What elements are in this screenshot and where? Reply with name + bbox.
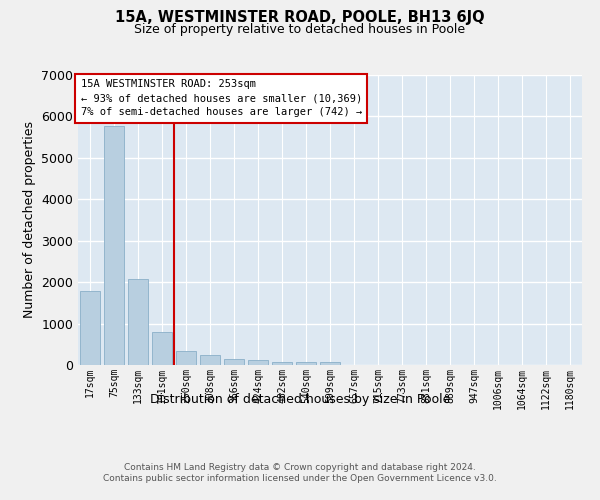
Bar <box>104 126 124 365</box>
Bar <box>80 292 100 365</box>
Bar <box>176 351 196 365</box>
Bar <box>200 356 220 365</box>
Text: Distribution of detached houses by size in Poole: Distribution of detached houses by size … <box>150 392 450 406</box>
Text: 15A, WESTMINSTER ROAD, POOLE, BH13 6JQ: 15A, WESTMINSTER ROAD, POOLE, BH13 6JQ <box>115 10 485 25</box>
Bar <box>320 362 340 365</box>
Text: Contains HM Land Registry data © Crown copyright and database right 2024.: Contains HM Land Registry data © Crown c… <box>124 462 476 471</box>
Bar <box>224 359 244 365</box>
Bar <box>128 279 148 365</box>
Y-axis label: Number of detached properties: Number of detached properties <box>23 122 35 318</box>
Text: 15A WESTMINSTER ROAD: 253sqm
← 93% of detached houses are smaller (10,369)
7% of: 15A WESTMINSTER ROAD: 253sqm ← 93% of de… <box>80 80 362 118</box>
Bar <box>152 332 172 365</box>
Bar <box>272 362 292 365</box>
Bar <box>296 362 316 365</box>
Text: Contains public sector information licensed under the Open Government Licence v3: Contains public sector information licen… <box>103 474 497 483</box>
Bar <box>248 360 268 365</box>
Text: Size of property relative to detached houses in Poole: Size of property relative to detached ho… <box>134 22 466 36</box>
